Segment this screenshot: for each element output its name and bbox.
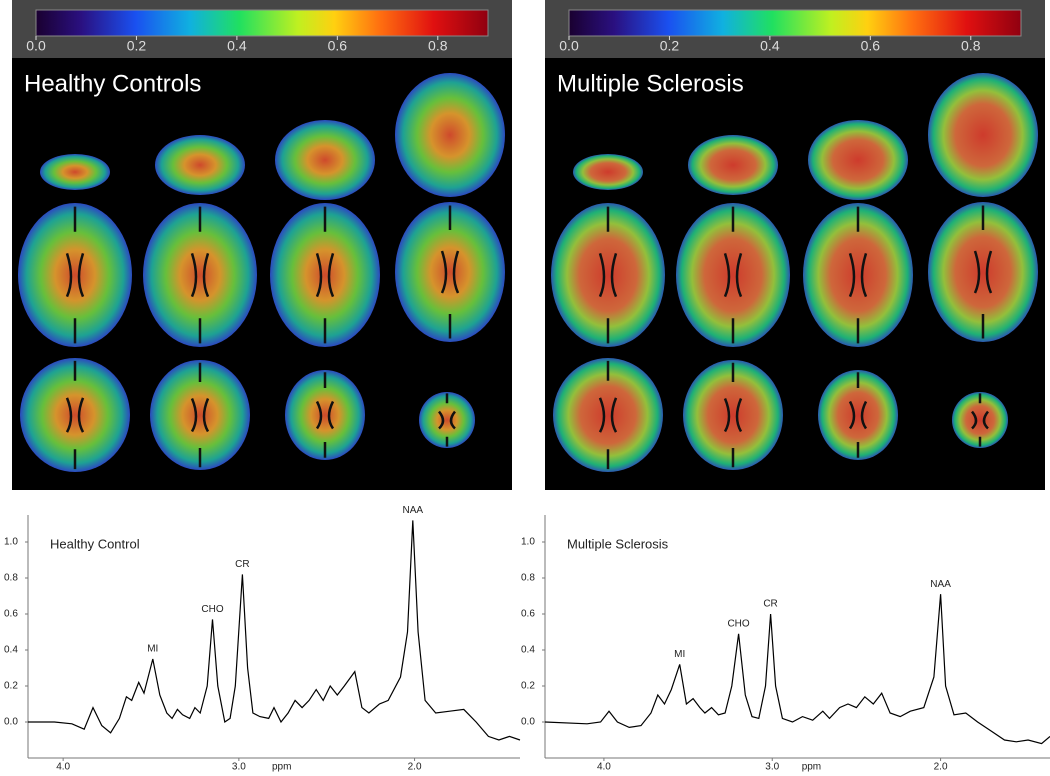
brain-slice [676,203,790,347]
y-tick-label: 0.0 [4,717,18,728]
peak-label: MI [147,644,158,655]
chart-title: Multiple Sclerosis [567,536,669,551]
x-tick-label: 4.0 [597,762,611,773]
brain-slice [551,203,665,347]
x-axis-label: ppm [802,762,821,773]
brain-slice [419,392,475,448]
colorbar-tick-label: 0.6 [861,38,881,54]
colorbar-tick-label: 0.8 [428,38,448,54]
brain-ventricle [971,393,989,447]
brain-slice [275,120,375,200]
brain-slice [143,203,257,347]
brain-slice [155,135,245,195]
panel-title: Healthy Controls [24,70,201,97]
brain-slice [150,360,250,470]
x-tick-label: 2.0 [934,762,948,773]
brain-ventricle [315,206,335,344]
colorbar-tick-label: 0.2 [660,38,680,54]
colorbar [35,9,489,37]
x-tick-label: 4.0 [56,762,70,773]
y-tick-label: 0.6 [4,609,18,620]
panel-title: Multiple Sclerosis [557,70,744,97]
chart-title: Healthy Control [50,536,140,551]
y-tick-label: 0.2 [4,681,18,692]
brain-ventricle [723,206,743,344]
x-tick-label: 3.0 [765,762,779,773]
brain-slice [395,73,505,197]
brain-ventricle [438,393,456,447]
brain-slice [808,120,908,200]
brain-slice [683,360,783,470]
brain-ventricle [190,206,210,344]
brain-ventricle [440,205,460,339]
colorbar-tick-label: 0.4 [760,38,780,54]
brain-ventricle [65,206,85,344]
x-axis-label: ppm [272,762,291,773]
colorbar-tick-label: 0.4 [227,38,247,54]
brain-slice [40,154,110,190]
y-tick-label: 0.0 [521,717,535,728]
brain-slice [688,135,778,195]
brain-slice [952,392,1008,448]
brain-slice [270,203,380,347]
brain-ventricle [973,205,993,339]
brain-slice [928,202,1038,342]
y-tick-label: 0.2 [521,681,535,692]
brain-slice [285,370,365,460]
brain-ventricle [315,372,335,458]
spectrum-line [28,520,521,741]
brain-slice [18,203,132,347]
y-tick-label: 0.6 [521,609,535,620]
brain-slice [573,154,643,190]
peak-label: CR [235,559,249,570]
peak-label: MI [674,649,685,660]
brain-ventricle [598,360,618,470]
x-tick-label: 2.0 [408,762,422,773]
brain-ventricle [598,206,618,344]
colorbar [568,9,1022,37]
peak-label: NAA [403,505,424,516]
colorbar-tick-label: 0.0 [559,38,579,54]
brain-slice [928,73,1038,197]
y-tick-label: 1.0 [4,537,18,548]
peak-label: CR [763,599,777,610]
brain-ventricle [190,362,210,468]
y-tick-label: 0.8 [521,573,535,584]
y-tick-label: 0.4 [4,645,18,656]
brain-ventricle [723,362,743,468]
brain-slice [803,203,913,347]
colorbar-tick-label: 0.0 [26,38,46,54]
colorbar-tick-label: 0.6 [328,38,348,54]
brain-slice [20,358,130,472]
peak-label: CHO [727,618,749,629]
peak-label: NAA [930,579,951,590]
y-tick-label: 0.8 [4,573,18,584]
x-tick-label: 3.0 [232,762,246,773]
brain-slice [818,370,898,460]
brain-ventricle [65,360,85,470]
brain-ventricle [848,372,868,458]
brain-slice [553,358,663,472]
brain-slice [395,202,505,342]
y-tick-label: 0.4 [521,645,535,656]
spectrum-line [544,594,1050,745]
colorbar-tick-label: 0.2 [127,38,147,54]
brain-ventricle [848,206,868,344]
y-tick-label: 1.0 [521,537,535,548]
peak-label: CHO [201,604,223,615]
colorbar-tick-label: 0.8 [961,38,981,54]
